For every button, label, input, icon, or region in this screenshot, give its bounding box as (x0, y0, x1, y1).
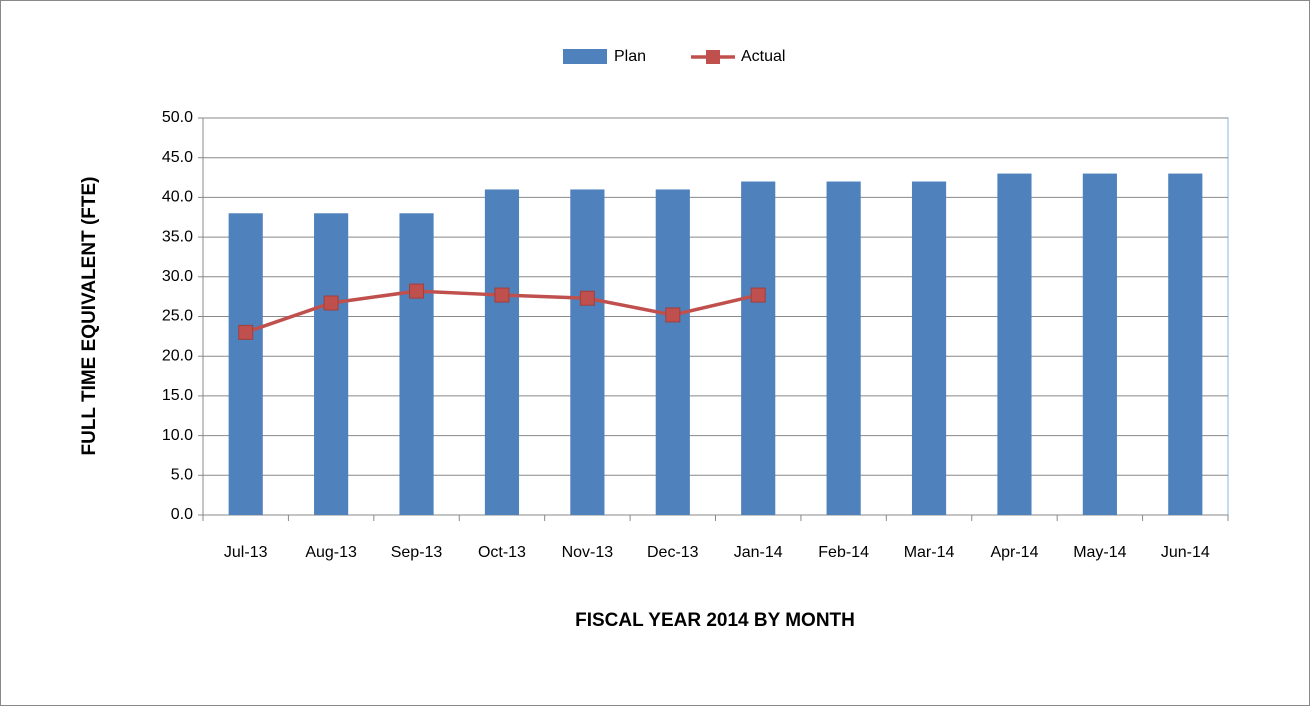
bar (399, 213, 434, 515)
x-tick-label: May-14 (1073, 544, 1126, 561)
y-tick-label: 35.0 (162, 228, 193, 245)
legend-label: Actual (741, 48, 785, 65)
x-tick-label: Jun-14 (1161, 544, 1210, 561)
bar (911, 181, 947, 515)
y-tick-label: 25.0 (162, 308, 193, 325)
y-tick-label: 0.0 (171, 506, 193, 523)
bar (1168, 173, 1203, 515)
x-tick-label: Jan-14 (734, 544, 783, 561)
x-tick-label: Apr-14 (990, 544, 1038, 561)
marker (750, 287, 766, 303)
y-tick-label: 50.0 (162, 109, 193, 126)
x-axis-title: FISCAL YEAR 2014 BY MONTH (575, 610, 855, 631)
bar (741, 181, 776, 515)
bar (228, 213, 263, 515)
x-tick-label: Aug-13 (305, 544, 357, 561)
x-tick-label: Feb-14 (818, 544, 869, 561)
y-tick-label: 20.0 (162, 347, 193, 364)
marker (665, 307, 681, 323)
marker (494, 287, 510, 303)
y-tick-label: 5.0 (171, 467, 193, 484)
y-tick-label: 15.0 (162, 387, 193, 404)
legend-swatch (706, 50, 720, 64)
bar (570, 189, 605, 515)
marker (238, 324, 254, 340)
bar (484, 189, 520, 515)
x-tick-label: Jul-13 (224, 544, 268, 561)
y-axis-title: FULL TIME EQUIVALENT (FTE) (79, 177, 100, 456)
marker (323, 295, 339, 311)
y-tick-label: 10.0 (162, 427, 193, 444)
x-tick-label: Sep-13 (391, 544, 443, 561)
x-tick-label: Nov-13 (562, 544, 614, 561)
x-tick-label: Dec-13 (647, 544, 699, 561)
x-tick-label: Mar-14 (904, 544, 955, 561)
bar (655, 189, 690, 515)
legend-swatch (563, 49, 607, 64)
bar (1082, 173, 1117, 515)
bar (997, 173, 1032, 515)
bar (826, 181, 861, 515)
bar (314, 213, 349, 515)
marker (579, 290, 595, 306)
legend-label: Plan (614, 48, 646, 65)
y-tick-label: 45.0 (162, 149, 193, 166)
y-tick-label: 30.0 (162, 268, 193, 285)
y-tick-label: 40.0 (162, 189, 193, 206)
x-tick-label: Oct-13 (478, 544, 526, 561)
marker (409, 283, 425, 299)
